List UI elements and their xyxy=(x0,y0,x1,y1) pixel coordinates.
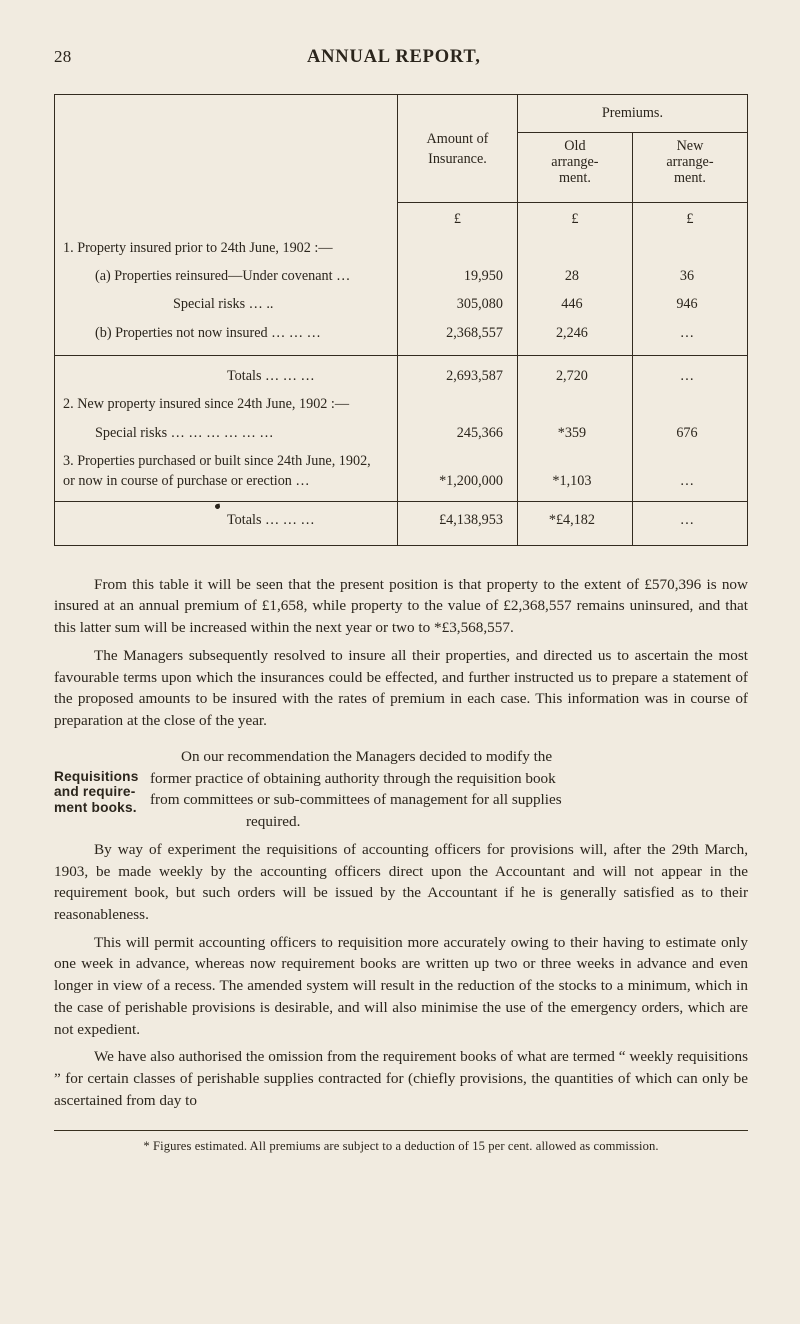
p3-line1: On our recommendation the Managers decid… xyxy=(54,746,748,768)
paragraph-5: This will permit accounting officers to … xyxy=(54,932,748,1041)
r1a-new: 36 xyxy=(632,262,747,290)
sidenote-line2: and require- xyxy=(54,784,136,799)
r2-label: 2. New property insured since 24th June,… xyxy=(55,390,398,418)
paragraph-4: By way of experiment the requisitions of… xyxy=(54,839,748,926)
r3-label: 3. Properties purchased or built since 2… xyxy=(55,447,398,502)
page-number: 28 xyxy=(54,45,72,69)
totals2-old: *£4,182 xyxy=(517,502,632,545)
paragraph-3-with-sidenote: On our recommendation the Managers decid… xyxy=(54,746,748,833)
r2a-amt: 245,366 xyxy=(398,419,518,447)
totals1-amt: 2,693,587 xyxy=(398,355,518,390)
r1-label: 1. Property insured prior to 24th June, … xyxy=(55,234,398,262)
p3-line2: former practice of obtaining authority t… xyxy=(54,768,748,790)
r1a2-label: Special risks … .. xyxy=(55,290,398,318)
sidenote-line3: ment books. xyxy=(54,800,137,815)
r2a-old: *359 xyxy=(517,419,632,447)
r1a-amt: 19,950 xyxy=(398,262,518,290)
footnote-rule xyxy=(54,1130,748,1131)
r2a-new: 676 xyxy=(632,419,747,447)
paragraph-1: From this table it will be seen that the… xyxy=(54,574,748,639)
sidenote: Requisitions and require- ment books. xyxy=(54,769,146,816)
footnote: * Figures estimated. All premiums are su… xyxy=(54,1137,748,1159)
r3-new: … xyxy=(632,447,747,502)
th-premiums: Premiums. xyxy=(517,95,747,132)
insurance-table: Amount of Insurance. Premiums. Old arran… xyxy=(54,94,748,545)
totals2-label: Totals … … … xyxy=(55,502,398,545)
th-old: Old arrange- ment. xyxy=(517,132,632,203)
r1a-label: (a) Properties reinsured—Under covenant … xyxy=(55,262,398,290)
th-amount-of-insurance: Amount of Insurance. xyxy=(398,95,518,203)
paragraph-2: The Managers subsequently resolved to in… xyxy=(54,645,748,732)
r3-amt: *1,200,000 xyxy=(398,447,518,502)
unit-amt: £ xyxy=(398,203,518,234)
r1a2-amt: 305,080 xyxy=(398,290,518,318)
r1a2-old: 446 xyxy=(517,290,632,318)
totals1-new: … xyxy=(632,355,747,390)
running-title: ANNUAL REPORT, xyxy=(72,44,748,70)
r1b-new: … xyxy=(632,319,747,356)
r1a2-new: 946 xyxy=(632,290,747,318)
r1b-old: 2,246 xyxy=(517,319,632,356)
p3-line4: required. xyxy=(54,811,748,833)
r3-old: *1,103 xyxy=(517,447,632,502)
paragraph-6: We have also authorised the omission fro… xyxy=(54,1046,748,1111)
totals1-label: Totals … … … xyxy=(55,355,398,390)
unit-old: £ xyxy=(517,203,632,234)
running-head: 28 ANNUAL REPORT, xyxy=(54,44,748,70)
r2a-label: Special risks … … … … … … xyxy=(55,419,398,447)
sidenote-line1: Requisitions xyxy=(54,769,139,784)
unit-new: £ xyxy=(632,203,747,234)
th-new: New arrange- ment. xyxy=(632,132,747,203)
totals2-new: … xyxy=(632,502,747,545)
p3-line3: from committees or sub-committees of man… xyxy=(54,789,748,811)
r1a-old: 28 xyxy=(517,262,632,290)
r1b-amt: 2,368,557 xyxy=(398,319,518,356)
totals1-old: 2,720 xyxy=(517,355,632,390)
totals2-amt: £4,138,953 xyxy=(398,502,518,545)
r1b-label: (b) Properties not now insured … … … xyxy=(55,319,398,356)
